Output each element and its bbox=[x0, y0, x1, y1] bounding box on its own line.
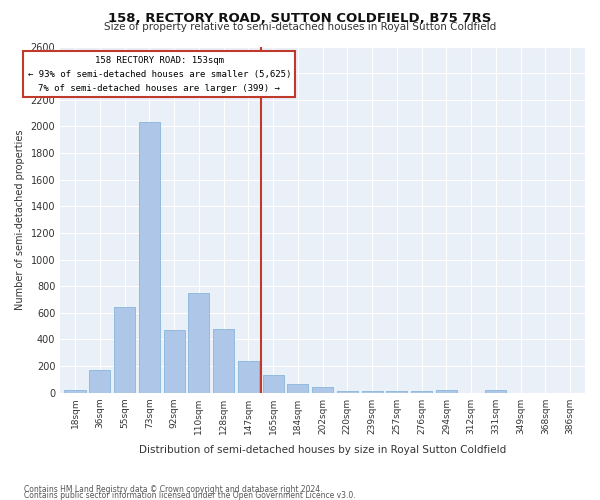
Text: Contains HM Land Registry data © Crown copyright and database right 2024.: Contains HM Land Registry data © Crown c… bbox=[24, 484, 323, 494]
Text: 158 RECTORY ROAD: 153sqm
← 93% of semi-detached houses are smaller (5,625)
7% of: 158 RECTORY ROAD: 153sqm ← 93% of semi-d… bbox=[28, 56, 291, 92]
Y-axis label: Number of semi-detached properties: Number of semi-detached properties bbox=[15, 130, 25, 310]
Text: Size of property relative to semi-detached houses in Royal Sutton Coldfield: Size of property relative to semi-detach… bbox=[104, 22, 496, 32]
Bar bbox=[164, 330, 185, 392]
Bar bbox=[386, 390, 407, 392]
Bar bbox=[139, 122, 160, 392]
Bar bbox=[337, 390, 358, 392]
Bar bbox=[114, 308, 135, 392]
Bar bbox=[436, 390, 457, 392]
X-axis label: Distribution of semi-detached houses by size in Royal Sutton Coldfield: Distribution of semi-detached houses by … bbox=[139, 445, 506, 455]
Bar bbox=[188, 293, 209, 392]
Bar bbox=[287, 384, 308, 392]
Bar bbox=[411, 390, 432, 392]
Text: 158, RECTORY ROAD, SUTTON COLDFIELD, B75 7RS: 158, RECTORY ROAD, SUTTON COLDFIELD, B75… bbox=[109, 12, 491, 24]
Bar bbox=[362, 390, 383, 392]
Bar bbox=[238, 360, 259, 392]
Bar bbox=[89, 370, 110, 392]
Bar bbox=[213, 328, 234, 392]
Bar bbox=[312, 386, 333, 392]
Bar bbox=[263, 376, 284, 392]
Bar bbox=[485, 390, 506, 392]
Bar bbox=[64, 390, 86, 392]
Text: Contains public sector information licensed under the Open Government Licence v3: Contains public sector information licen… bbox=[24, 490, 356, 500]
